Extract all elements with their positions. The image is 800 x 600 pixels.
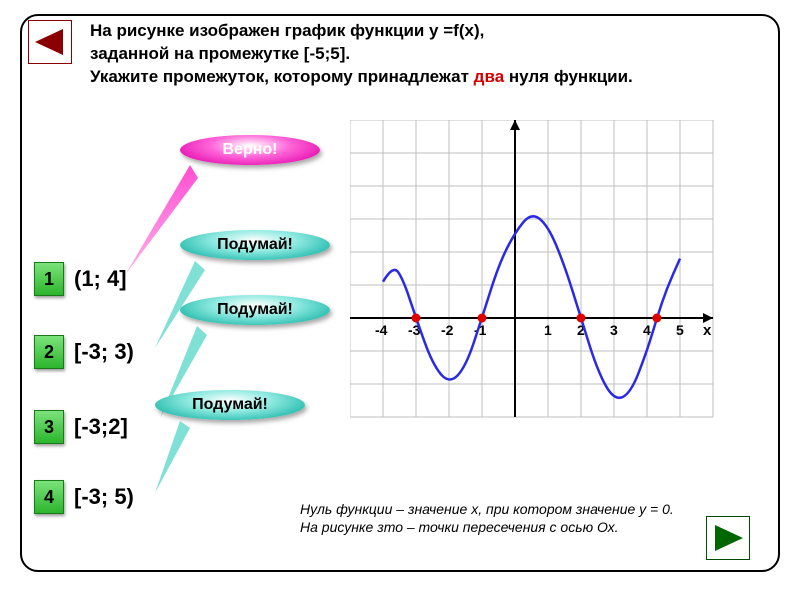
answer-4-btn[interactable]: 4 [34,480,64,514]
arrow-right-icon [707,517,749,559]
bubble-think-4: Подумай! [155,390,305,420]
bubble-think-3-label: Подумай! [217,301,293,318]
q-line1: На рисунке изображен график функции y =f… [90,21,484,40]
bubble-think-2: Подумай! [180,230,330,260]
q-two: два [474,67,504,86]
footnote: Нуль функции – значение х, при котором з… [300,500,720,536]
svg-text:4: 4 [643,322,651,338]
footnote-l1: Нуль функции – значение х, при котором з… [300,501,674,517]
chart: 12345-4-3-2-1x [350,120,750,440]
footnote-l2: На рисунке зто – точки пересечения с ось… [300,519,618,535]
next-button[interactable] [706,516,750,560]
arrow-left-icon [29,21,71,63]
question-text: На рисунке изображен график функции y =f… [90,20,730,89]
svg-text:-4: -4 [375,322,388,338]
answer-1-interval: (1; 4] [74,266,127,292]
answer-2-btn[interactable]: 2 [34,335,64,369]
svg-text:x: x [703,322,712,339]
bubble-think-4-label: Подумай! [192,396,268,413]
q-line3b: нуля функции. [504,67,633,86]
svg-text:5: 5 [676,322,684,338]
bubble-think-3: Подумай! [180,295,330,325]
svg-text:-2: -2 [441,322,454,338]
answer-3[interactable]: 3 [-3;2] [34,410,128,444]
answer-1-btn[interactable]: 1 [34,262,64,296]
bubble-correct: Верно! [180,135,320,165]
answer-1[interactable]: 1 (1; 4] [34,262,127,296]
svg-text:3: 3 [610,322,618,338]
bubble-think-2-label: Подумай! [217,236,293,253]
answer-4[interactable]: 4 [-3; 5) [34,480,134,514]
q-line3a: Укажите промежуток, которому принадлежат [90,67,474,86]
q-line2: заданной на промежутке [-5;5]. [90,44,350,63]
bubble-correct-label: Верно! [223,141,278,158]
tail-think-4 [150,418,195,498]
answer-4-interval: [-3; 5) [74,484,134,510]
answer-3-btn[interactable]: 3 [34,410,64,444]
answer-2[interactable]: 2 [-3; 3) [34,335,134,369]
svg-text:1: 1 [544,322,552,338]
chart-svg: 12345-4-3-2-1x [350,120,750,440]
answer-3-interval: [-3;2] [74,414,128,440]
back-button[interactable] [28,20,72,64]
answer-2-interval: [-3; 3) [74,339,134,365]
